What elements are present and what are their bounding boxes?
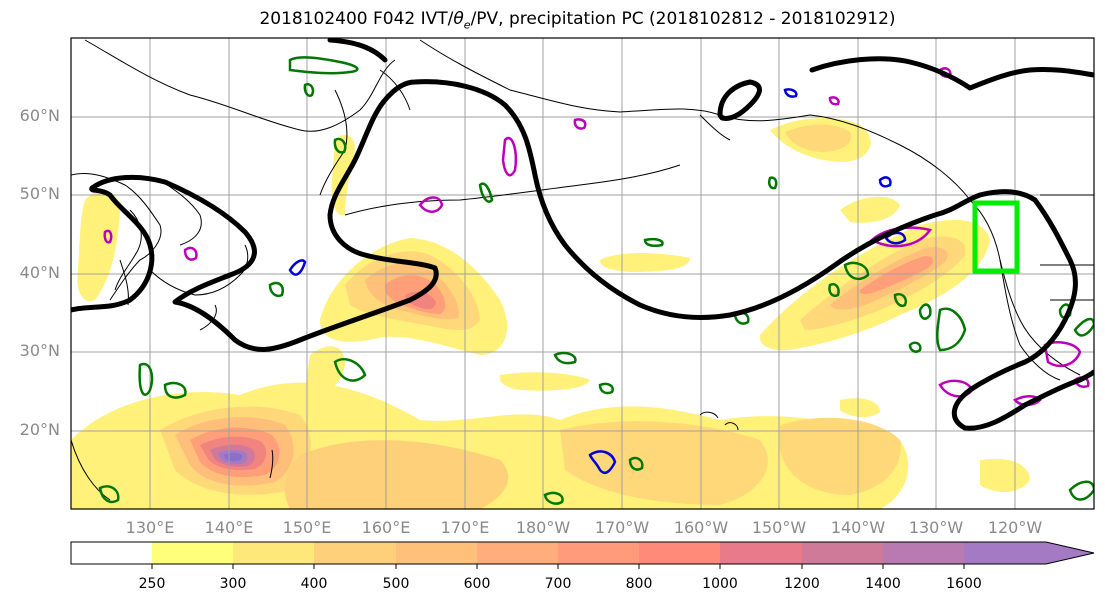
lon-label-130w: 130°W — [908, 518, 964, 537]
colorbar-tick-label: 250 — [138, 576, 166, 592]
colorbar-tick-label: 500 — [382, 576, 410, 592]
lon-label-120w: 120°W — [987, 518, 1043, 537]
colorbar-tick-label: 1600 — [946, 576, 982, 592]
colorbar — [70, 541, 1095, 569]
colorbar-segment — [233, 542, 314, 564]
lon-label-150e: 150°E — [282, 518, 332, 537]
colorbar-segment — [964, 542, 1094, 564]
colorbar-segment — [639, 542, 720, 564]
colorbar-segment — [883, 542, 964, 564]
colorbar-segment — [152, 542, 233, 564]
lon-label-180w: 180°W — [515, 518, 571, 537]
colorbar-tick-label: 1400 — [865, 576, 901, 592]
map-frame — [70, 37, 1095, 510]
colorbar-outline — [70, 541, 1095, 565]
pv-contours-green — [98, 56, 1094, 505]
colorbar-tick-label: 300 — [219, 576, 247, 592]
lon-label-170w: 170°W — [594, 518, 650, 537]
colorbar-tick-label: 1000 — [702, 576, 738, 592]
colorbar-tick-label: 800 — [625, 576, 653, 592]
colorbar-segment — [71, 542, 152, 564]
map-title: 2018102400 F042 IVT/θe/PV, precipitation… — [259, 9, 896, 32]
colorbar-tick-label: 400 — [300, 576, 328, 592]
lat-label-40n: 40°N — [19, 263, 60, 282]
theta-e-contours — [71, 38, 1094, 431]
lat-label-20n: 20°N — [19, 420, 60, 439]
colorbar-segment — [314, 542, 396, 564]
colorbar-tick-label: 1200 — [784, 576, 820, 592]
lon-label-140e: 140°E — [204, 518, 254, 537]
lon-label-160w: 160°W — [673, 518, 729, 537]
lon-label-130e: 130°E — [125, 518, 175, 537]
lat-label-50n: 50°N — [19, 184, 60, 203]
lon-label-140w: 140°W — [830, 518, 886, 537]
target-region-box — [972, 200, 1020, 274]
graticule — [71, 38, 1094, 509]
ivt-shading — [71, 118, 1030, 509]
colorbar-segment — [477, 542, 558, 564]
colorbar-segment — [720, 542, 802, 564]
lat-label-60n: 60°N — [19, 106, 60, 125]
pv-contours-blue — [288, 88, 907, 474]
lon-label-160e: 160°E — [361, 518, 411, 537]
lon-label-170e: 170°E — [440, 518, 490, 537]
colorbar-segment — [802, 542, 883, 564]
lat-label-30n: 30°N — [19, 341, 60, 360]
colorbar-segment — [558, 542, 639, 564]
lon-label-150w: 150°W — [751, 518, 807, 537]
pv-contours-magenta — [103, 67, 1090, 407]
colorbar-tick-label: 600 — [463, 576, 491, 592]
colorbar-segment — [396, 542, 477, 564]
colorbar-tick-label: 700 — [544, 576, 572, 592]
